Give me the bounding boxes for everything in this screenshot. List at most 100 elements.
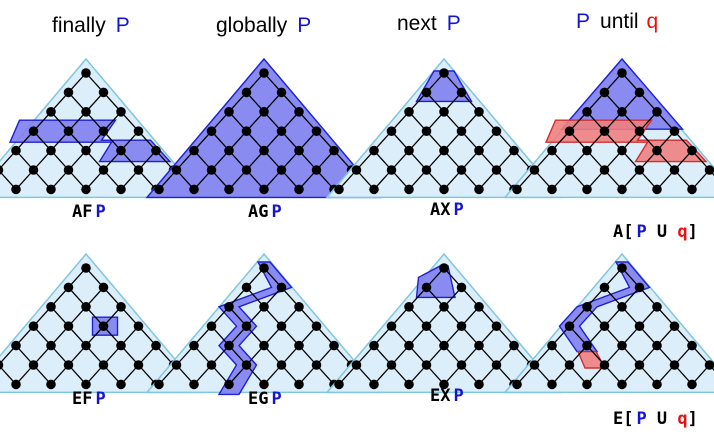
node-eg [294,302,304,312]
header-globally-word: globally [216,14,288,37]
node-ex [369,340,379,351]
node-ex [439,340,449,351]
node-au [687,145,697,156]
node-ex [404,302,414,312]
node-ef [11,340,21,351]
node-eu [617,263,627,273]
node-af [63,165,74,175]
node-au [599,165,610,175]
node-af [46,184,56,195]
label-au-p: P [636,222,647,242]
node-ef [98,282,109,293]
node-ef [116,340,126,351]
node-ag [206,126,217,136]
node-ag [259,68,269,78]
node-af [81,68,91,78]
node-af [11,184,21,195]
node-ax [421,165,432,175]
header-finally-word: finally [52,14,106,37]
node-ef [116,302,126,312]
label-ag: AG P [248,202,282,222]
node-ef [81,379,91,390]
label-ef: EF P [72,389,106,409]
node-au [617,184,627,195]
node-ag [154,184,164,195]
node-ef [151,340,161,351]
node-ef [81,302,91,312]
node-au [599,87,610,98]
node-ef [81,263,91,273]
node-ex [439,302,449,312]
node-ax [334,184,344,195]
node-eg [189,340,199,351]
node-eu [617,302,627,312]
node-ef [0,360,4,370]
node-eu [582,302,592,312]
node-ex [509,340,519,351]
node-ex [474,340,484,351]
node-ag [224,145,234,156]
node-ax [369,145,379,156]
label-eg-op: EG [248,389,269,409]
node-eg [276,360,287,370]
node-eg [189,379,199,390]
label-ef-op: EF [72,389,93,409]
node-eu [582,379,592,390]
node-ag [241,87,252,98]
node-ag [294,184,304,195]
node-ef [46,379,56,390]
node-eu [634,360,645,370]
node-au [634,87,645,98]
header-next: next P [397,12,461,36]
label-ef-prop: P [95,389,106,409]
label-eu-op: E[ [612,409,634,429]
node-ex [456,360,467,370]
node-ax [421,87,432,98]
node-ex [404,379,414,390]
node-ag [329,145,339,156]
node-ex [404,340,414,351]
node-ag [189,184,199,195]
node-ax [439,68,449,78]
node-eg [241,360,252,370]
node-eg [259,302,269,312]
node-eg [276,282,287,293]
node-eg [259,340,269,351]
node-af [133,126,144,136]
header-next-word: next [397,12,437,35]
node-ax [386,165,397,175]
node-af [11,145,21,156]
node-af [63,87,74,98]
node-af [81,107,91,117]
label-ex-prop: P [453,386,464,406]
node-au [652,184,662,195]
node-eg [259,263,269,273]
node-af [98,126,109,136]
node-ex [386,321,397,332]
node-ef [28,321,39,332]
label-eu: E[P U q] [572,389,698,432]
node-ef [11,379,21,390]
node-au [634,126,645,136]
node-af [116,145,126,156]
node-au [669,165,680,175]
node-ag [294,145,304,156]
label-ag-op: AG [248,202,269,222]
node-af [28,165,39,175]
node-ag [224,184,234,195]
node-eu [582,340,592,351]
node-eg [206,321,217,332]
node-ex [456,321,467,332]
node-eu [687,340,697,351]
node-eg [171,360,182,370]
label-ax: AX P [430,200,464,220]
node-af [28,126,39,136]
node-ax [491,165,502,175]
node-eg [294,340,304,351]
node-eg [276,321,287,332]
highlight-eu-p-0 [558,261,651,353]
node-eu [599,282,610,293]
label-au-op: A[ [612,222,634,242]
node-eu [652,302,662,312]
